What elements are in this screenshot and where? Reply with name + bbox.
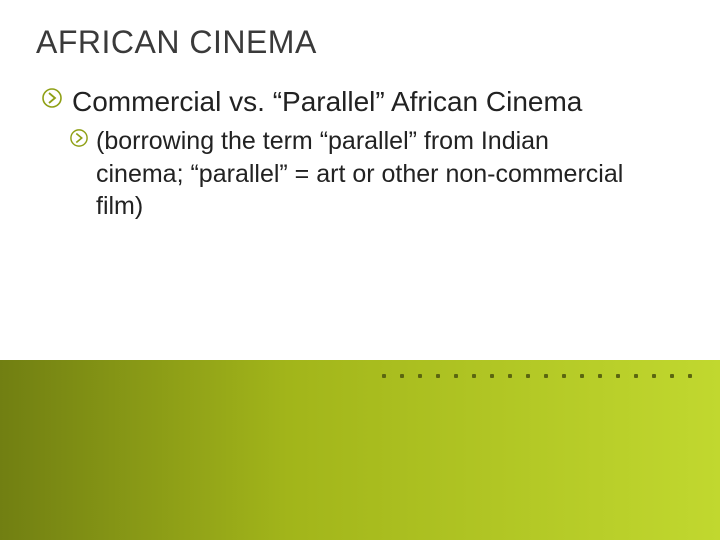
arrow-bullet-icon bbox=[70, 129, 88, 147]
slide: AFRICAN CINEMA Commercial vs. “Parallel”… bbox=[0, 0, 720, 540]
bullet-level-1: Commercial vs. “Parallel” African Cinema bbox=[42, 84, 640, 119]
decorative-dot bbox=[616, 374, 620, 378]
decorative-dot bbox=[454, 374, 458, 378]
bullet-level-1-text: Commercial vs. “Parallel” African Cinema bbox=[72, 86, 582, 117]
slide-title: AFRICAN CINEMA bbox=[36, 24, 317, 61]
decorative-dot bbox=[598, 374, 602, 378]
decorative-dot-row bbox=[382, 374, 692, 378]
decorative-dot bbox=[472, 374, 476, 378]
decorative-dot bbox=[670, 374, 674, 378]
arrow-bullet-icon bbox=[42, 88, 62, 108]
decorative-dot bbox=[634, 374, 638, 378]
decorative-dot bbox=[490, 374, 494, 378]
decorative-dot bbox=[400, 374, 404, 378]
decorative-dot bbox=[652, 374, 656, 378]
decorative-dot bbox=[508, 374, 512, 378]
accent-band bbox=[0, 360, 720, 540]
decorative-dot bbox=[562, 374, 566, 378]
bullet-level-2-text: (borrowing the term “parallel” from Indi… bbox=[96, 127, 623, 220]
decorative-dot bbox=[382, 374, 386, 378]
decorative-dot bbox=[544, 374, 548, 378]
decorative-dot bbox=[436, 374, 440, 378]
decorative-dot bbox=[688, 374, 692, 378]
decorative-dot bbox=[580, 374, 584, 378]
decorative-dot bbox=[418, 374, 422, 378]
slide-body: Commercial vs. “Parallel” African Cinema… bbox=[42, 84, 640, 223]
bullet-level-2: (borrowing the term “parallel” from Indi… bbox=[42, 125, 640, 223]
decorative-dot bbox=[526, 374, 530, 378]
